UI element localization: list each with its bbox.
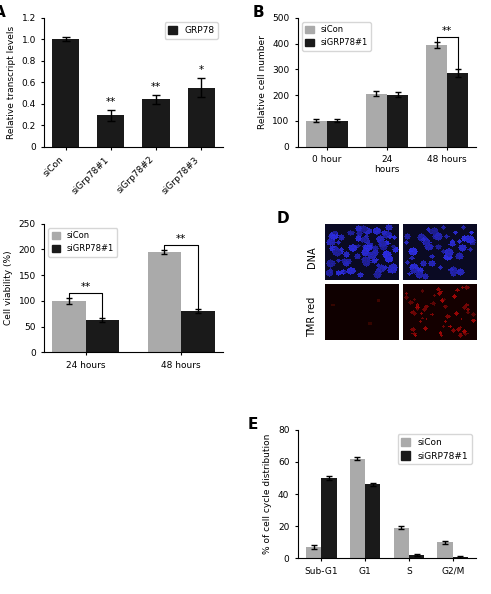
Y-axis label: Relative transcript levels: Relative transcript levels xyxy=(7,26,16,139)
Text: **: ** xyxy=(81,282,91,292)
Bar xyxy=(53,301,86,352)
Bar xyxy=(437,542,453,558)
Legend: GRP78: GRP78 xyxy=(164,23,218,39)
Bar xyxy=(306,121,327,147)
Text: DNA: DNA xyxy=(307,247,317,268)
Bar xyxy=(409,555,424,558)
Bar xyxy=(387,94,408,147)
Bar xyxy=(188,87,215,147)
Bar xyxy=(97,115,124,147)
Text: **: ** xyxy=(151,82,161,92)
Bar xyxy=(453,557,468,558)
Legend: siCon, siGRP78#1: siCon, siGRP78#1 xyxy=(398,434,472,464)
Text: siGRP78#1: siGRP78#1 xyxy=(409,226,464,236)
Y-axis label: Cell viability (%): Cell viability (%) xyxy=(4,251,13,326)
Y-axis label: Relative cell number: Relative cell number xyxy=(258,35,267,129)
Bar xyxy=(53,39,80,147)
Bar xyxy=(447,73,468,147)
Text: A: A xyxy=(0,5,6,20)
Legend: siCon, siGRP78#1: siCon, siGRP78#1 xyxy=(302,22,371,51)
Text: D: D xyxy=(276,211,289,226)
Bar xyxy=(366,94,387,147)
Bar xyxy=(350,459,365,558)
Text: **: ** xyxy=(442,26,452,36)
Text: *: * xyxy=(198,65,204,75)
Text: siCon: siCon xyxy=(347,226,374,236)
Y-axis label: % of cell cycle distribution: % of cell cycle distribution xyxy=(263,434,273,554)
Bar xyxy=(181,311,215,352)
Bar xyxy=(306,547,321,558)
Bar xyxy=(321,478,336,558)
Bar xyxy=(142,99,169,147)
Bar xyxy=(86,320,119,352)
Bar xyxy=(148,252,181,352)
Bar xyxy=(426,45,447,147)
Text: TMR red: TMR red xyxy=(307,296,317,337)
Text: B: B xyxy=(253,5,265,20)
Text: **: ** xyxy=(176,234,186,244)
Text: E: E xyxy=(248,417,258,432)
Bar xyxy=(327,121,348,147)
Legend: siCon, siGRP78#1: siCon, siGRP78#1 xyxy=(48,228,117,257)
Text: **: ** xyxy=(106,97,116,107)
Bar xyxy=(365,484,381,558)
Bar xyxy=(394,528,409,558)
